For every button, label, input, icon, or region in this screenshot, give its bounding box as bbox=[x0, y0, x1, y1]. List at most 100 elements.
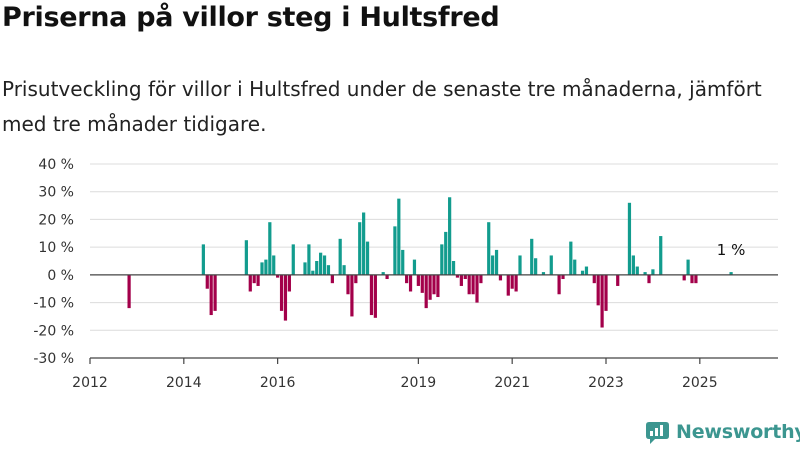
x-tick-label: 2021 bbox=[494, 375, 530, 391]
bar bbox=[412, 259, 417, 275]
bar bbox=[369, 274, 374, 316]
bar bbox=[616, 274, 620, 286]
bar bbox=[491, 255, 495, 275]
bar bbox=[279, 274, 284, 311]
bar bbox=[549, 255, 553, 275]
bar bbox=[291, 244, 295, 275]
bar bbox=[201, 244, 205, 275]
bar bbox=[541, 272, 546, 275]
bar bbox=[569, 241, 573, 275]
y-tick-label: 0 % bbox=[47, 268, 74, 284]
bar bbox=[455, 274, 460, 278]
bar bbox=[397, 198, 401, 275]
y-tick-label: 20 % bbox=[38, 212, 74, 228]
bar bbox=[362, 212, 366, 275]
bar bbox=[268, 222, 272, 275]
bar bbox=[592, 274, 596, 284]
bar bbox=[276, 274, 280, 278]
bar bbox=[627, 202, 632, 275]
newsworthy-logo-icon bbox=[646, 422, 669, 444]
x-tick-label: 2012 bbox=[72, 375, 108, 391]
bar bbox=[494, 249, 499, 275]
y-tick-label: -30 % bbox=[33, 351, 74, 367]
bar bbox=[405, 274, 409, 284]
bar bbox=[424, 274, 428, 309]
bar bbox=[635, 266, 639, 275]
bar bbox=[432, 274, 436, 295]
bar bbox=[651, 269, 655, 275]
x-tick-label: 2016 bbox=[260, 375, 296, 391]
chart-subtitle: Prisutveckling för villor i Hultsfred un… bbox=[2, 77, 762, 136]
bar bbox=[440, 244, 444, 275]
bar bbox=[315, 261, 319, 275]
bar bbox=[604, 274, 608, 311]
y-tick-label: 40 % bbox=[38, 157, 74, 173]
bar bbox=[393, 226, 397, 275]
bar bbox=[338, 238, 342, 275]
bar bbox=[252, 274, 256, 284]
bar bbox=[416, 274, 420, 286]
bar bbox=[428, 274, 432, 300]
bar bbox=[385, 274, 389, 280]
bar bbox=[584, 266, 589, 275]
x-tick-label: 2014 bbox=[166, 375, 202, 391]
bar bbox=[530, 238, 534, 275]
bar bbox=[373, 274, 377, 318]
bar bbox=[303, 262, 307, 275]
bar bbox=[686, 259, 690, 275]
bar bbox=[256, 274, 260, 286]
bar bbox=[307, 244, 311, 275]
bar bbox=[381, 272, 385, 275]
bar bbox=[467, 274, 471, 295]
bar bbox=[682, 274, 686, 281]
bar bbox=[573, 259, 577, 275]
bar bbox=[463, 274, 467, 280]
page-title: Priserna på villor steg i Hultsfred bbox=[2, 2, 500, 33]
bar bbox=[459, 274, 463, 286]
bar bbox=[260, 262, 264, 275]
y-tick-label: 10 % bbox=[38, 240, 74, 256]
bar bbox=[561, 274, 565, 280]
bar bbox=[514, 274, 518, 292]
bar bbox=[475, 274, 479, 303]
bar bbox=[326, 265, 331, 275]
bar bbox=[127, 274, 131, 309]
x-tick-label: 2019 bbox=[401, 375, 437, 391]
bar bbox=[643, 272, 647, 275]
bar bbox=[487, 222, 491, 275]
bar bbox=[659, 236, 663, 275]
bar bbox=[209, 274, 213, 316]
bar bbox=[354, 274, 358, 284]
y-tick-label: 30 % bbox=[38, 185, 74, 201]
bar bbox=[518, 255, 522, 275]
bar bbox=[600, 274, 604, 328]
bar bbox=[401, 249, 405, 275]
bar bbox=[498, 274, 503, 281]
bar bbox=[358, 222, 362, 275]
bar bbox=[287, 274, 291, 292]
bar bbox=[346, 274, 350, 295]
bar bbox=[365, 241, 370, 275]
bar bbox=[451, 261, 456, 275]
bar bbox=[631, 255, 635, 275]
y-tick-label: -10 % bbox=[33, 296, 74, 312]
bar bbox=[342, 265, 346, 275]
bar bbox=[244, 240, 248, 275]
bar bbox=[444, 231, 448, 275]
bar bbox=[248, 274, 252, 292]
bar bbox=[319, 252, 323, 275]
bar bbox=[534, 258, 538, 275]
x-tick-label: 2025 bbox=[682, 375, 718, 391]
bar bbox=[448, 197, 452, 275]
bar bbox=[264, 259, 268, 275]
bar bbox=[205, 274, 209, 289]
bar bbox=[436, 274, 440, 298]
bar bbox=[350, 274, 354, 317]
bar bbox=[322, 255, 327, 275]
bar bbox=[580, 270, 585, 275]
brand-name: Newsworthy bbox=[676, 421, 800, 443]
latest-value-label: 1 % bbox=[717, 241, 746, 259]
y-tick-label: -20 % bbox=[33, 323, 74, 339]
bar bbox=[471, 274, 475, 295]
bar bbox=[729, 272, 733, 275]
